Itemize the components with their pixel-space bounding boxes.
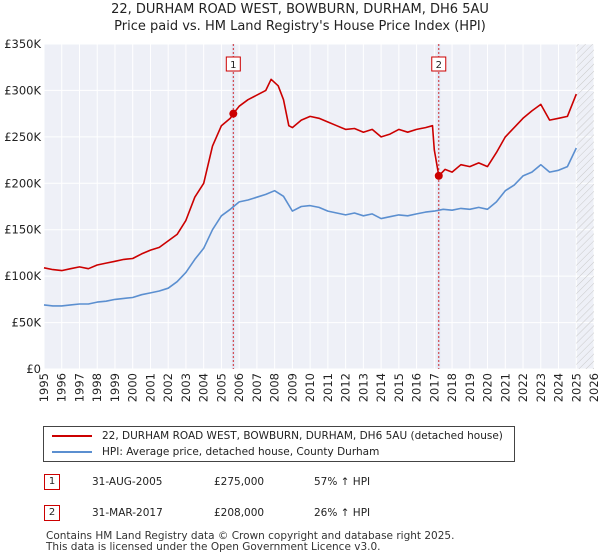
x-tick-label: 2001 bbox=[143, 373, 157, 402]
x-tick-label: 2008 bbox=[268, 373, 282, 402]
legend-swatch-hpi bbox=[52, 451, 92, 453]
sale-point-1 bbox=[229, 109, 238, 118]
sale-label-1: 1 bbox=[230, 60, 236, 71]
x-tick-label: 2018 bbox=[445, 373, 459, 402]
x-tick-label: 2007 bbox=[250, 373, 264, 402]
footer-copyright: Contains HM Land Registry data © Crown c… bbox=[46, 530, 455, 542]
x-tick-label: 1998 bbox=[90, 373, 104, 402]
sale-highlight bbox=[437, 44, 441, 369]
x-tick-label: 2016 bbox=[410, 373, 424, 402]
x-tick-label: 1995 bbox=[37, 373, 51, 402]
price-chart: £0 £50K £100K £150K £200K £250K £300K £350K 1995… bbox=[4, 37, 600, 402]
sale-1-date: 31-AUG-2005 bbox=[92, 476, 163, 488]
footer-licence: This data is licensed under the Open Gov… bbox=[46, 541, 381, 553]
property-price-line bbox=[43, 78, 578, 272]
x-tick-label: 2026 bbox=[587, 373, 600, 402]
sale-2-number: 2 bbox=[44, 505, 60, 521]
x-tick-label: 2025 bbox=[569, 373, 583, 402]
y-tick-label: £200K bbox=[4, 176, 41, 190]
legend-label-property: 22, DURHAM ROAD WEST, BOWBURN, DURHAM, D… bbox=[102, 430, 503, 442]
x-tick-label: 2012 bbox=[339, 373, 353, 402]
x-tick-label: 2002 bbox=[161, 373, 175, 402]
x-tick-label: 2017 bbox=[427, 373, 441, 402]
sale-1-number: 1 bbox=[44, 474, 60, 490]
x-tick-label: 2011 bbox=[321, 373, 335, 402]
y-tick-label: £350K bbox=[4, 37, 41, 51]
legend-swatch-property bbox=[52, 435, 92, 437]
sale-label-box-2 bbox=[431, 56, 447, 72]
x-tick-label: 2020 bbox=[481, 373, 495, 402]
x-tick-label: 2006 bbox=[232, 373, 246, 402]
x-tick-label: 2015 bbox=[392, 373, 406, 402]
legend-item-property: 22, DURHAM ROAD WEST, BOWBURN, DURHAM, D… bbox=[52, 428, 503, 444]
x-tick-label: 1997 bbox=[72, 373, 86, 402]
hpi-line bbox=[43, 147, 578, 307]
x-tick-label: 2000 bbox=[126, 373, 140, 402]
legend: 22, DURHAM ROAD WEST, BOWBURN, DURHAM, D… bbox=[43, 426, 515, 462]
x-tick-label: 2023 bbox=[534, 373, 548, 402]
footer: Contains HM Land Registry data © Crown c… bbox=[46, 531, 454, 553]
sale-2-hpi: 26% ↑ HPI bbox=[314, 507, 371, 519]
y-tick-label: £250K bbox=[4, 130, 41, 144]
x-tick-label: 2022 bbox=[516, 373, 530, 402]
x-tick-label: 2009 bbox=[285, 373, 299, 402]
x-tick-label: 2024 bbox=[552, 373, 566, 402]
sale-1-hpi: 57% ↑ HPI bbox=[314, 476, 371, 488]
y-tick-label: £50K bbox=[12, 316, 42, 330]
x-tick-label: 1996 bbox=[55, 373, 69, 402]
x-tick-label: 2004 bbox=[197, 373, 211, 402]
legend-label-hpi: HPI: Average price, detached house, Coun… bbox=[102, 446, 380, 458]
y-tick-label: £150K bbox=[4, 223, 41, 237]
x-tick-label: 2003 bbox=[179, 373, 193, 402]
x-tick-label: 2010 bbox=[303, 373, 317, 402]
x-tick-label: 2013 bbox=[356, 373, 370, 402]
y-tick-label: £300K bbox=[4, 83, 41, 97]
chart-title: 22, DURHAM ROAD WEST, BOWBURN, DURHAM, D… bbox=[111, 2, 489, 17]
sale-2-date: 31-MAR-2017 bbox=[92, 507, 163, 519]
sale-1-price: £275,000 bbox=[214, 476, 265, 488]
sale-label-2: 2 bbox=[436, 60, 442, 71]
x-tick-label: 2014 bbox=[374, 373, 388, 402]
sale-label-box-1 bbox=[225, 56, 241, 72]
x-tick-label: 1999 bbox=[108, 373, 122, 402]
legend-item-hpi: HPI: Average price, detached house, Coun… bbox=[52, 444, 379, 460]
sale-2-price: £208,000 bbox=[214, 507, 265, 519]
chart-subtitle: Price paid vs. HM Land Registry's House … bbox=[114, 19, 486, 34]
plot-background bbox=[44, 44, 594, 369]
x-tick-label: 2019 bbox=[463, 373, 477, 402]
x-tick-label: 2005 bbox=[214, 373, 228, 402]
y-tick-label: £0 bbox=[26, 362, 41, 376]
x-tick-label: 2021 bbox=[498, 373, 512, 402]
y-tick-label: £100K bbox=[4, 269, 41, 283]
forecast-hatch bbox=[576, 44, 594, 369]
sale-point-2 bbox=[434, 171, 443, 180]
